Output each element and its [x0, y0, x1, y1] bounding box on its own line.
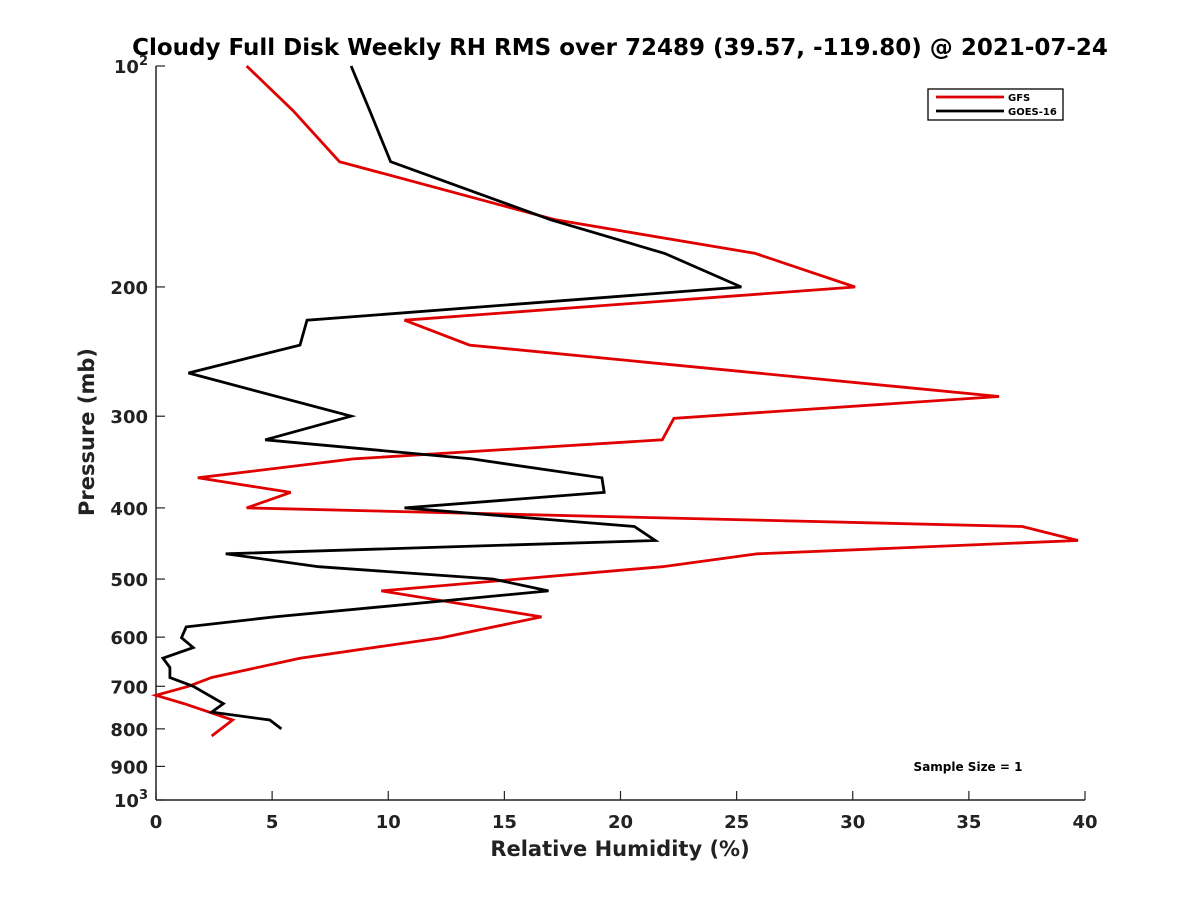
- x-tick-label: 35: [956, 812, 981, 833]
- y-tick-base: 10: [114, 57, 139, 78]
- sample-size-annotation: Sample Size = 1: [914, 760, 1023, 774]
- x-tick-label: 0: [150, 812, 163, 833]
- x-tick-label: 20: [608, 812, 633, 833]
- legend-entry-label: GFS: [1008, 93, 1030, 104]
- y-tick-label: 700: [110, 677, 148, 698]
- x-tick-label: 15: [492, 812, 517, 833]
- y-tick-base: 10: [114, 791, 139, 812]
- y-tick-label: 102: [114, 54, 148, 78]
- series-line-goes-16: [160, 65, 742, 731]
- legend-box: [927, 88, 1064, 121]
- series-line-gfs: [150, 64, 1079, 738]
- y-tick-label: 500: [110, 570, 148, 591]
- y-tick-label: 103: [114, 788, 148, 812]
- x-tick-label: 30: [840, 812, 865, 833]
- legend-entry-label: GOES-16: [1008, 107, 1057, 118]
- y-tick-label: 600: [110, 628, 148, 649]
- y-tick-label: 400: [110, 499, 148, 520]
- x-tick-label: 5: [266, 812, 279, 833]
- x-tick-label: 10: [376, 812, 401, 833]
- y-tick-exponent: 3: [139, 788, 148, 803]
- x-axis-label: Relative Humidity (%): [490, 837, 749, 861]
- series-lines: [150, 64, 1079, 738]
- x-tick-label: 25: [724, 812, 749, 833]
- y-tick-label: 200: [110, 278, 148, 299]
- axes: 0 5 10 15 20 25 30 35 40102200300400500600700800…: [110, 54, 1097, 833]
- x-tick-label: 40: [1072, 812, 1097, 833]
- y-tick-label: 300: [110, 407, 148, 428]
- chart-title: Cloudy Full Disk Weekly RH RMS over 7248…: [132, 35, 1108, 61]
- y-tick-label: 800: [110, 720, 148, 741]
- y-tick-label: 900: [110, 757, 148, 778]
- y-axis-label: Pressure (mb): [75, 348, 99, 516]
- legend: GFS GOES-16: [927, 88, 1064, 121]
- y-tick-exponent: 2: [139, 54, 148, 69]
